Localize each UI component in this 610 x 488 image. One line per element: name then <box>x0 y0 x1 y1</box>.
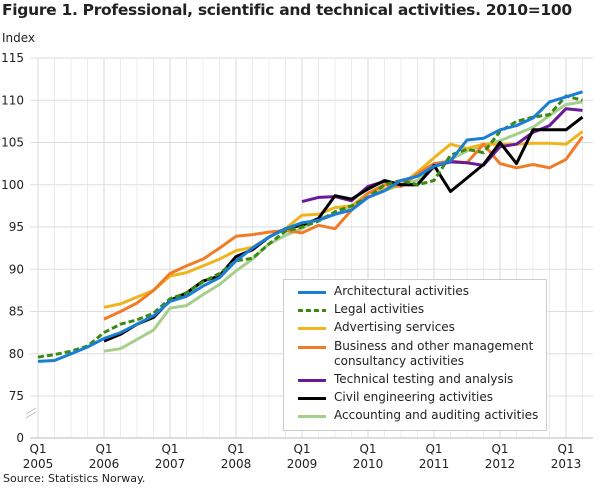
legend: Architectural activities Legal activities… <box>283 279 547 431</box>
x-tick-year: 2010 <box>353 457 384 471</box>
x-tick-year: 2012 <box>485 457 516 471</box>
legend-label: Civil engineering activities <box>334 389 494 404</box>
x-tick-quarter: Q1 <box>293 442 310 456</box>
x-tick-year: 2009 <box>287 457 318 471</box>
legend-swatch <box>298 345 326 349</box>
legend-swatch <box>298 327 326 331</box>
legend-item: Advertising services <box>298 320 546 335</box>
x-tick-year: 2008 <box>221 457 252 471</box>
legend-label: Accounting and auditing activities <box>334 408 539 423</box>
legend-item: Civil engineering activities <box>298 390 546 405</box>
legend-swatch <box>298 396 326 400</box>
series-line-3 <box>103 135 584 321</box>
y-tick-label: 0 <box>16 431 24 445</box>
x-tick-quarter: Q1 <box>29 442 46 456</box>
legend-label: Business and other management consultanc… <box>334 338 534 368</box>
axis-break-mark <box>25 407 37 419</box>
legend-label: Technical testing and analysis <box>334 371 514 386</box>
legend-label: Advertising services <box>334 320 455 335</box>
x-tick-quarter: Q1 <box>491 442 508 456</box>
x-tick-year: 2013 <box>551 457 582 471</box>
x-tick-quarter: Q1 <box>425 442 442 456</box>
x-tick-quarter: Q1 <box>95 442 112 456</box>
series-line-1 <box>37 94 583 359</box>
legend-swatch <box>298 415 326 419</box>
y-tick-label: 110 <box>1 93 24 107</box>
source-note: Source: Statistics Norway. <box>3 472 146 485</box>
x-tick-year: 2011 <box>419 457 450 471</box>
legend-item: Technical testing and analysis <box>298 372 546 387</box>
y-axis-label: Index <box>2 31 36 45</box>
y-tick-label: 90 <box>9 262 24 276</box>
x-tick-quarter: Q1 <box>161 442 178 456</box>
series-line-5 <box>103 115 584 343</box>
x-tick-year: 2007 <box>155 457 186 471</box>
legend-swatch <box>298 291 326 294</box>
legend-item: Accounting and auditing activities <box>298 408 546 423</box>
legend-label: Architectural activities <box>334 284 469 298</box>
legend-item: Business and other management consultanc… <box>298 339 546 369</box>
legend-label: Legal activities <box>334 302 425 317</box>
legend-item: Architectural activities <box>298 284 546 299</box>
legend-swatch <box>298 309 326 313</box>
chart-title: Figure 1. Professional, scientific and t… <box>2 1 572 19</box>
x-tick-quarter: Q1 <box>359 442 376 456</box>
y-tick-label: 80 <box>9 347 24 361</box>
x-tick-year: 2006 <box>89 457 120 471</box>
x-tick-quarter: Q1 <box>557 442 574 456</box>
series-line-0 <box>37 90 583 363</box>
y-tick-label: 100 <box>1 178 24 192</box>
y-tick-label: 105 <box>1 136 24 150</box>
x-tick-quarter: Q1 <box>227 442 244 456</box>
y-tick-label: 75 <box>9 389 24 403</box>
x-tick-year: 2005 <box>23 457 54 471</box>
legend-item: Legal activities <box>298 302 546 317</box>
legend-swatch <box>298 378 326 382</box>
y-tick-label: 85 <box>9 305 24 319</box>
y-tick-label: 115 <box>1 51 24 65</box>
y-tick-label: 95 <box>9 220 24 234</box>
